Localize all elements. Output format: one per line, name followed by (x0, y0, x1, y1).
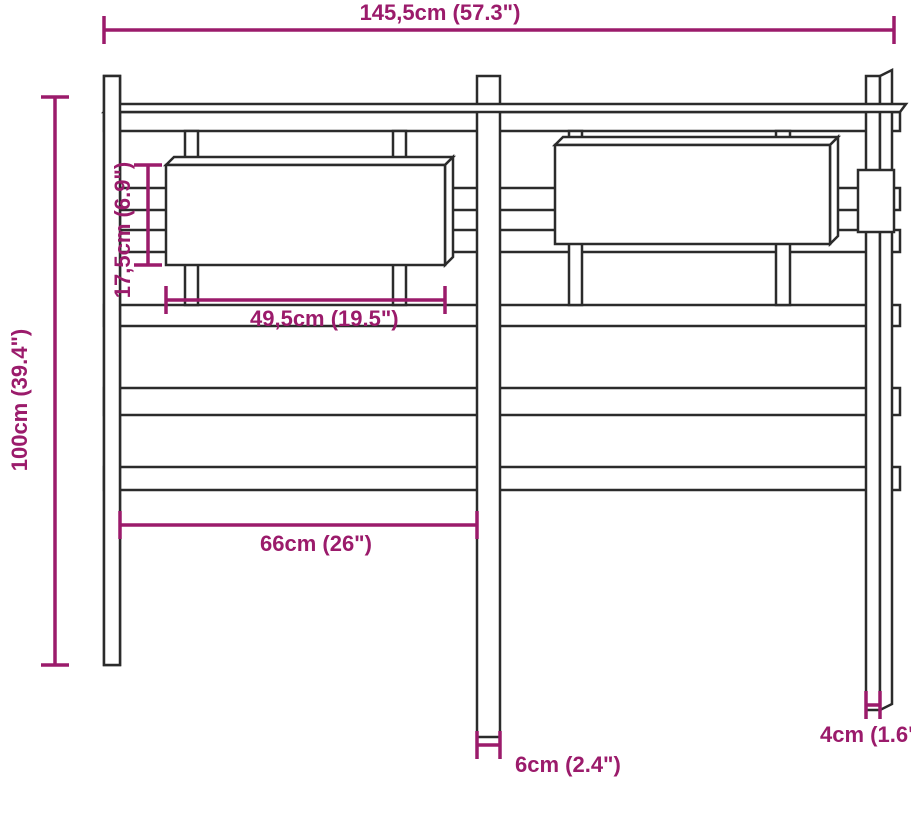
dimension-label: 100cm (39.4") (7, 329, 32, 472)
dimension-label: 17,5cm (6.9") (110, 162, 135, 298)
technical-drawing: 145,5cm (57.3") 100cm (39.4") 17,5cm (6.9"… (0, 0, 911, 839)
dimension-label: 4cm (1.6") (820, 722, 911, 747)
dimension-label: 145,5cm (57.3") (360, 0, 521, 25)
dimension-label: 66cm (26") (260, 531, 372, 556)
diagram-canvas: 145,5cm (57.3") 100cm (39.4") 17,5cm (6.9"… (0, 0, 911, 839)
dimension-label: 49,5cm (19.5") (250, 306, 399, 331)
dimension-label: 6cm (2.4") (515, 752, 621, 777)
